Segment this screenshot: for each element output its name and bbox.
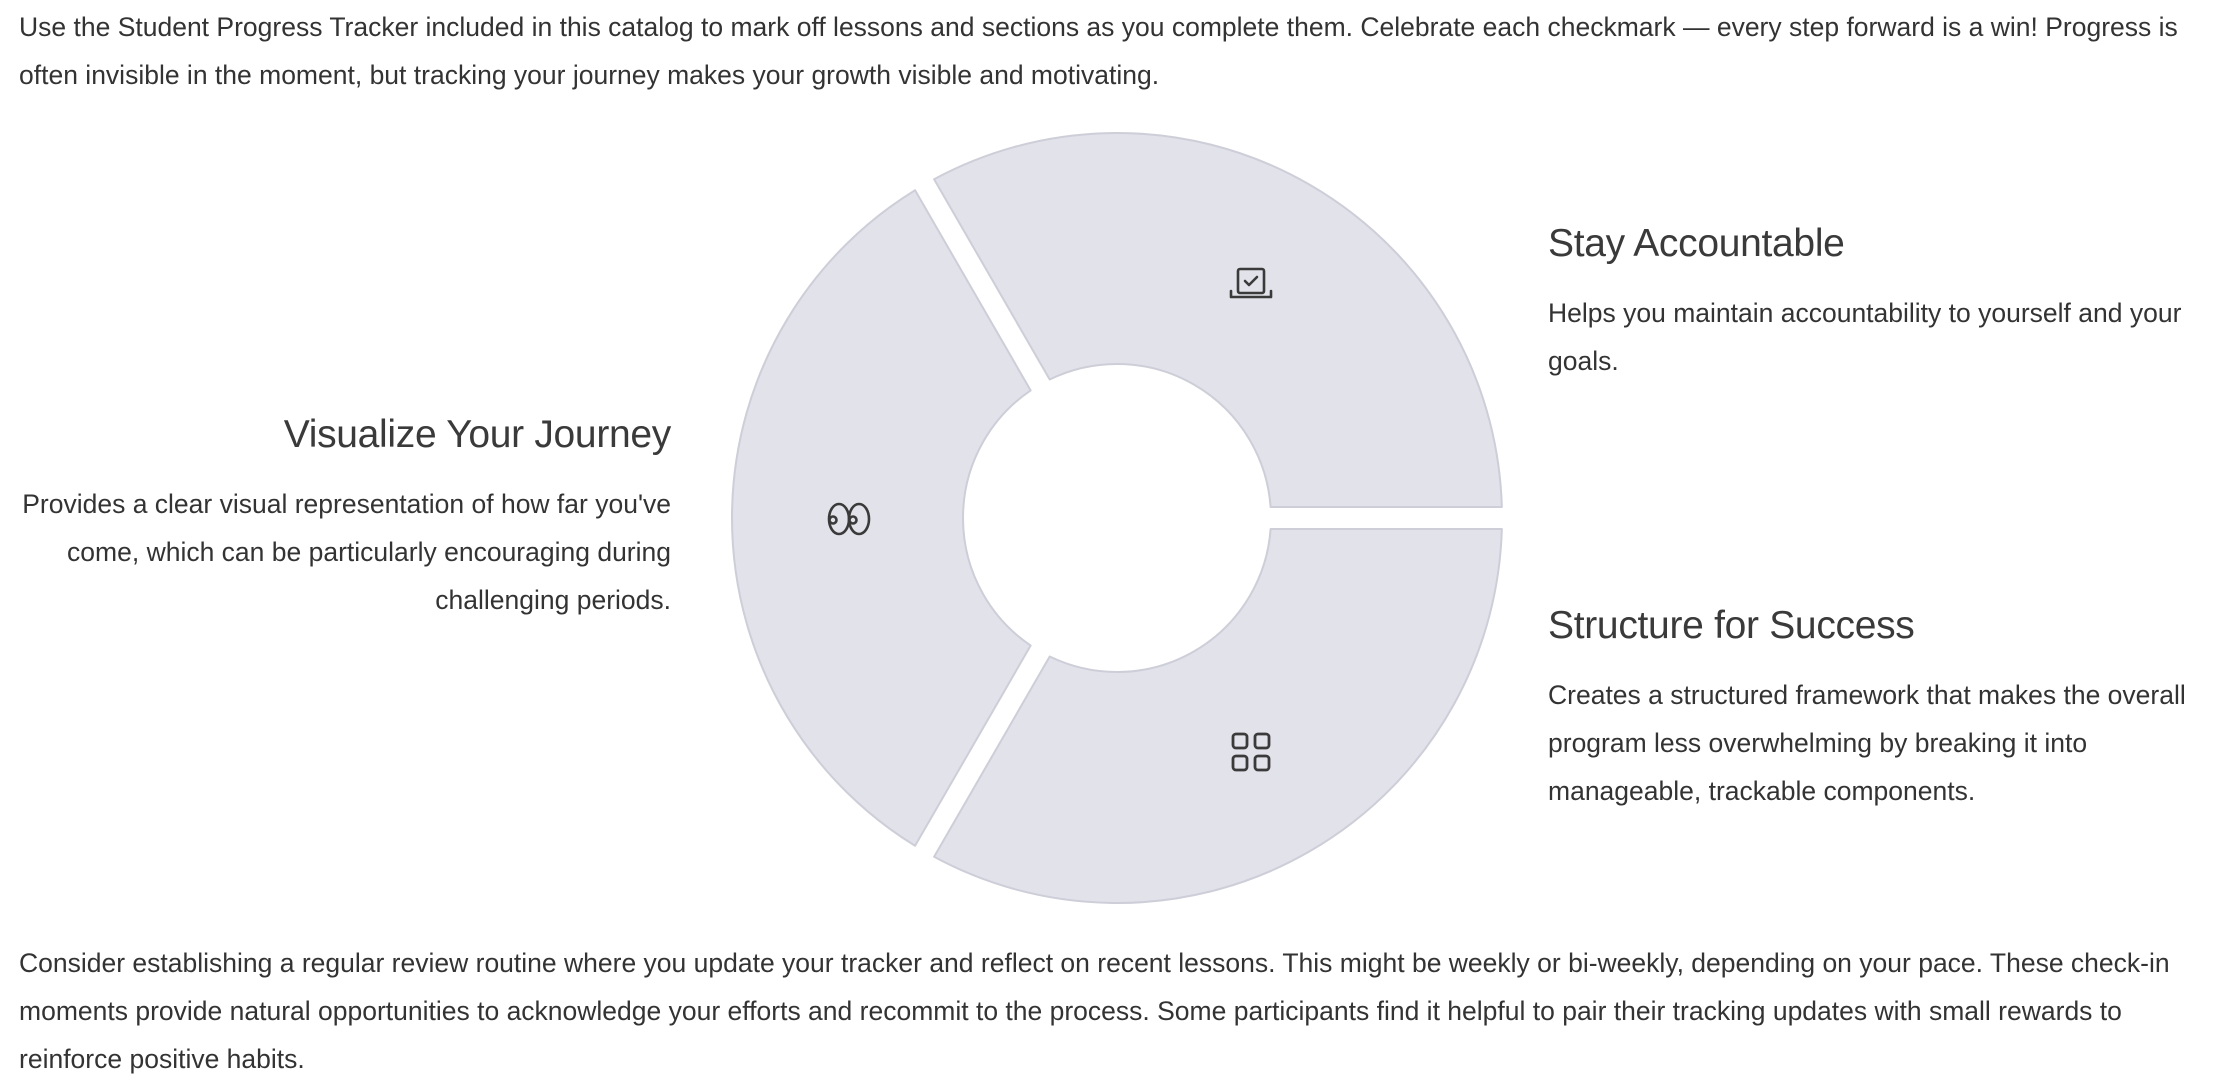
segment-title: Stay Accountable: [1548, 222, 1845, 265]
eyes-icon: [827, 502, 871, 536]
segment-description: Provides a clear visual representation o…: [22, 489, 671, 615]
segment-visualize-your-journey: [730, 189, 1032, 847]
segment-label-structure-for-success: Structure for Success Creates a structur…: [1548, 601, 2208, 815]
segment-label-stay-accountable: Stay Accountable Helps you maintain acco…: [1548, 219, 2208, 385]
segment-title: Structure for Success: [1548, 604, 1915, 647]
segment-stay-accountable: [933, 132, 1503, 508]
grid-icon: [1231, 732, 1271, 772]
segment-description: Helps you maintain accountability to you…: [1548, 298, 2182, 376]
segment-structure-for-success: [933, 528, 1503, 904]
intro-paragraph: Use the Student Progress Tracker include…: [19, 12, 2178, 90]
outro-paragraph: Consider establishing a regular review r…: [19, 948, 2170, 1074]
segment-description: Creates a structured framework that make…: [1548, 680, 2186, 806]
laptop-check-icon: [1229, 267, 1273, 299]
segment-label-visualize-your-journey: Visualize Your Journey Provides a clear …: [11, 410, 671, 624]
segment-title: Visualize Your Journey: [283, 413, 672, 456]
